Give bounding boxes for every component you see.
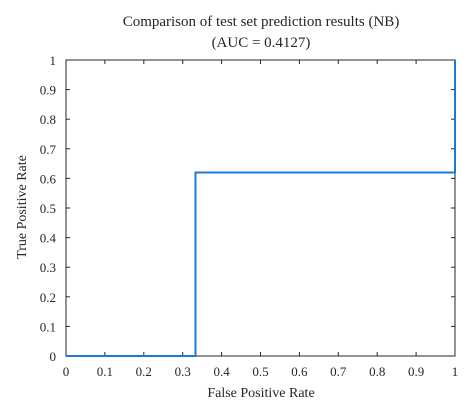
x-tick-label: 0.4 [213, 364, 230, 379]
y-tick-label: 0.4 [40, 231, 57, 246]
y-tick-label: 0.3 [40, 260, 56, 275]
y-tick-label: 0 [50, 349, 57, 364]
x-tick-label: 0.1 [97, 364, 113, 379]
x-tick-label: 0.6 [291, 364, 308, 379]
plot-box [65, 59, 456, 357]
y-tick-label: 0.8 [40, 112, 56, 127]
y-axis-label: True Positive Rate [15, 155, 30, 259]
y-tick-label: 0.2 [40, 290, 56, 305]
y-tick-label: 0.9 [40, 83, 56, 98]
y-tick-label: 0.6 [40, 171, 57, 186]
y-tick-label: 0.5 [40, 201, 56, 216]
x-axis: 0 0.1 0.2 0.3 0.4 0.5 0.6 0.7 0.8 0.9 1 [63, 60, 459, 379]
series-layer [66, 60, 456, 357]
x-tick-label: 0.3 [175, 364, 191, 379]
x-tick-label: 0.7 [330, 364, 347, 379]
chart-title: Comparison of test set prediction result… [123, 14, 400, 30]
x-tick-label: 1 [452, 364, 459, 379]
x-tick-label: 0.9 [408, 364, 424, 379]
y-tick-label: 1 [50, 53, 57, 68]
x-tick-label: 0 [63, 364, 70, 379]
y-axis: 0 0.1 0.2 0.3 0.4 0.5 0.6 0.7 0.8 0.9 1 [40, 53, 455, 364]
x-axis-label: False Positive Rate [207, 386, 314, 401]
x-tick-label: 0.2 [136, 364, 152, 379]
roc-curve-line [66, 60, 456, 357]
x-tick-label: 0.8 [369, 364, 385, 379]
y-tick-label: 0.1 [40, 319, 56, 334]
y-tick-label: 0.7 [40, 142, 57, 157]
x-tick-label: 0.5 [252, 364, 268, 379]
chart-subtitle: (AUC = 0.4127) [212, 35, 311, 51]
plot-area [65, 59, 456, 357]
